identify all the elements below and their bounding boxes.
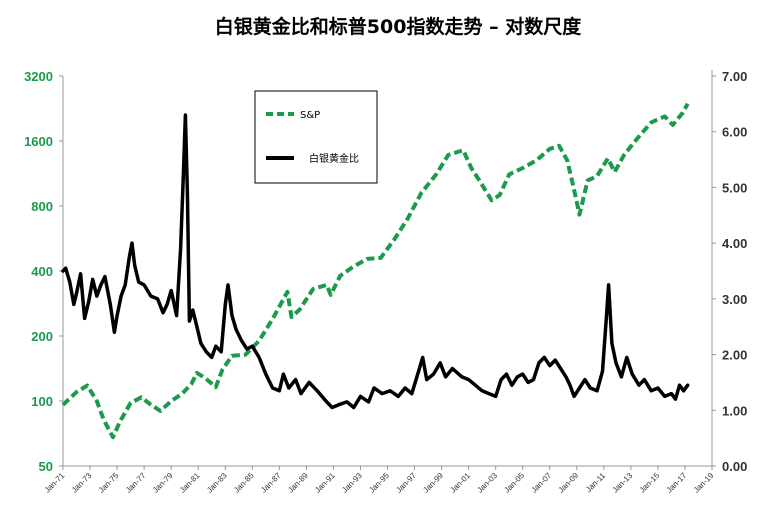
- right-axis: 0.00 1.00 2.00 3.00 4.00 5.00 6.00 7.00: [711, 69, 747, 474]
- legend-label-sp: S&P: [300, 110, 320, 121]
- right-tick-label: 5.00: [722, 180, 747, 195]
- right-tick-label: 1.00: [722, 403, 747, 418]
- chart-title: 白银黄金比和标普500指数走势 – 对数尺度: [215, 15, 582, 38]
- left-tick-label: 3200: [24, 69, 53, 84]
- left-tick-label: 400: [31, 264, 53, 279]
- series-layer: [61, 102, 690, 440]
- left-tick-label: 100: [31, 394, 53, 409]
- legend-box: [254, 90, 378, 184]
- left-axis: 50 100 200 400 800 1600 3200: [24, 69, 64, 474]
- right-tick-label: 4.00: [722, 236, 747, 251]
- left-tick-label: 200: [31, 329, 53, 344]
- left-tick-label: 50: [39, 459, 53, 474]
- series-line-ratio: [61, 113, 690, 410]
- right-tick-label: 2.00: [722, 348, 747, 363]
- left-tick-label: 800: [31, 199, 53, 214]
- right-tick-label: 0.00: [722, 459, 747, 474]
- right-tick-label: 6.00: [722, 125, 747, 140]
- left-tick-label: 1600: [24, 134, 53, 149]
- right-tick-label: 7.00: [722, 69, 747, 84]
- legend-label-ratio: 白银黄金比: [309, 152, 359, 165]
- right-tick-label: 3.00: [722, 292, 747, 307]
- legend: S&P 白银黄金比: [254, 90, 378, 184]
- series-line-sp: [61, 102, 690, 440]
